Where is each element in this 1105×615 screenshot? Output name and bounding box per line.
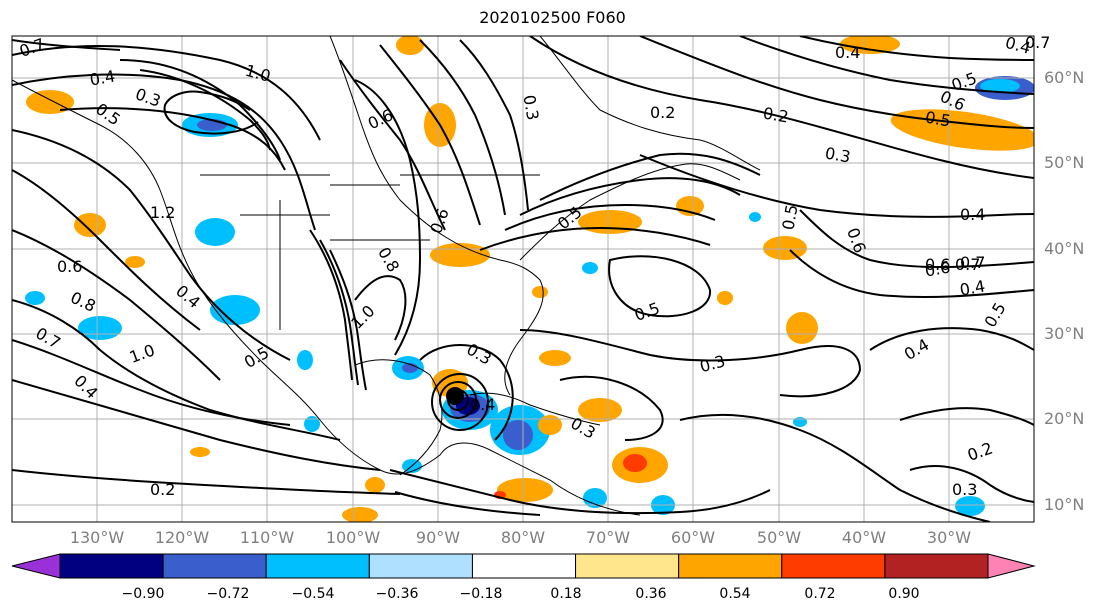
contour-label: 0.4 (901, 335, 933, 364)
contour-label: 0.8 (68, 288, 99, 316)
colorbar-segment (162, 553, 267, 579)
colorbar-segment (884, 553, 989, 579)
lon-label-60w: 60°W (670, 528, 716, 547)
contour-label: 0.6 (925, 255, 950, 274)
colorbar-tick: 0.90 (888, 586, 920, 602)
contour-label: 0.3 (824, 143, 852, 166)
colorbar (11, 553, 1036, 579)
colorbar-segment (575, 553, 680, 579)
contour-label: 0.7 (960, 253, 985, 272)
contour-label: 0.3 (698, 351, 728, 376)
contour-label: 0.4 (835, 43, 860, 62)
contour-label: 0.3 (133, 84, 163, 111)
contour-label: 1.2 (150, 203, 175, 222)
contour-label: 0.3 (519, 93, 542, 121)
contour-label: 0.4 (958, 276, 986, 299)
contour-label-group: 0.7 0.4 0.3 1.0 0.5 0.6 0.4 0.7 0.3 0.5 … (17, 33, 1051, 499)
colorbar-tick: −0.54 (291, 586, 335, 602)
colorbar-segment (265, 553, 370, 579)
contour-label: 1.0 (127, 340, 157, 367)
colorbar-tick: 0.72 (804, 586, 836, 602)
contour-label: 0.7 (17, 34, 47, 61)
contour-label: 0.4 (88, 66, 116, 89)
contour-lines (12, 36, 1034, 522)
colorbar-extend-low (11, 553, 61, 579)
lon-label-90w: 90°W (415, 528, 461, 547)
contour-label: 0.3 (952, 480, 977, 499)
map-title: 2020102500 F060 (479, 8, 626, 27)
contour-label: 0.6 (57, 257, 82, 276)
lon-label-40w: 40°W (841, 528, 887, 547)
contour-label: 0.6 (426, 206, 453, 236)
contour-label: 0.3 (463, 339, 495, 368)
colorbar-tick: 0.36 (635, 586, 667, 602)
contour-label: 0.5 (632, 298, 662, 325)
colorbar-tick: −0.36 (375, 586, 419, 602)
lon-label-120w: 120°W (154, 528, 210, 547)
colorbar-segment (781, 553, 886, 579)
colorbar-segment (368, 553, 473, 579)
lon-label-70w: 70°W (585, 528, 631, 547)
contour-label: 0.2 (762, 103, 790, 126)
lon-label-80w: 80°W (500, 528, 546, 547)
lat-label-60n: 60°N (1044, 68, 1085, 87)
lon-label-110w: 110°W (239, 528, 295, 547)
contour-label: 0.7 (955, 255, 980, 274)
lat-label-30n: 30°N (1044, 324, 1085, 343)
low-center-marker (446, 387, 464, 405)
gridlines (12, 36, 1034, 522)
lat-label-10n: 10°N (1044, 495, 1085, 514)
colorbar-tick: 0.18 (550, 586, 582, 602)
lon-label-130w: 130°W (69, 528, 125, 547)
lat-label-20n: 20°N (1044, 409, 1085, 428)
contour-label: 0.2 (965, 438, 995, 465)
colorbar-tick: −0.90 (121, 586, 165, 602)
colorbar-tick: −0.18 (459, 586, 503, 602)
contour-label: 0.6 (843, 225, 870, 255)
lon-label-100w: 100°W (325, 528, 381, 547)
contour-label: 0.4 (470, 395, 495, 414)
colorbar-segment (678, 553, 783, 579)
lon-label-50w: 50°W (756, 528, 802, 547)
contour-label: 0.6 (923, 257, 951, 280)
map-frame (11, 35, 1035, 523)
colorbar-tick: −0.72 (206, 586, 250, 602)
contour-label: 0.7 (1025, 33, 1050, 52)
lon-label-30w: 30°W (926, 528, 972, 547)
colorbar-extend-high (987, 553, 1036, 579)
contour-label: 0.5 (980, 299, 1009, 331)
colorbar-tick: 0.54 (719, 586, 751, 602)
lat-label-50n: 50°N (1044, 153, 1085, 172)
contour-label: 0.4 (960, 205, 985, 224)
contour-label: 0.5 (924, 107, 952, 130)
contour-label: 0.2 (650, 103, 675, 122)
colorbar-segment (59, 553, 164, 579)
contour-label: 0.2 (150, 480, 175, 499)
contour-label: 1.0 (243, 61, 273, 86)
contour-label: 0.5 (778, 203, 801, 231)
colorbar-segment (471, 553, 577, 579)
lat-label-40n: 40°N (1044, 239, 1085, 258)
